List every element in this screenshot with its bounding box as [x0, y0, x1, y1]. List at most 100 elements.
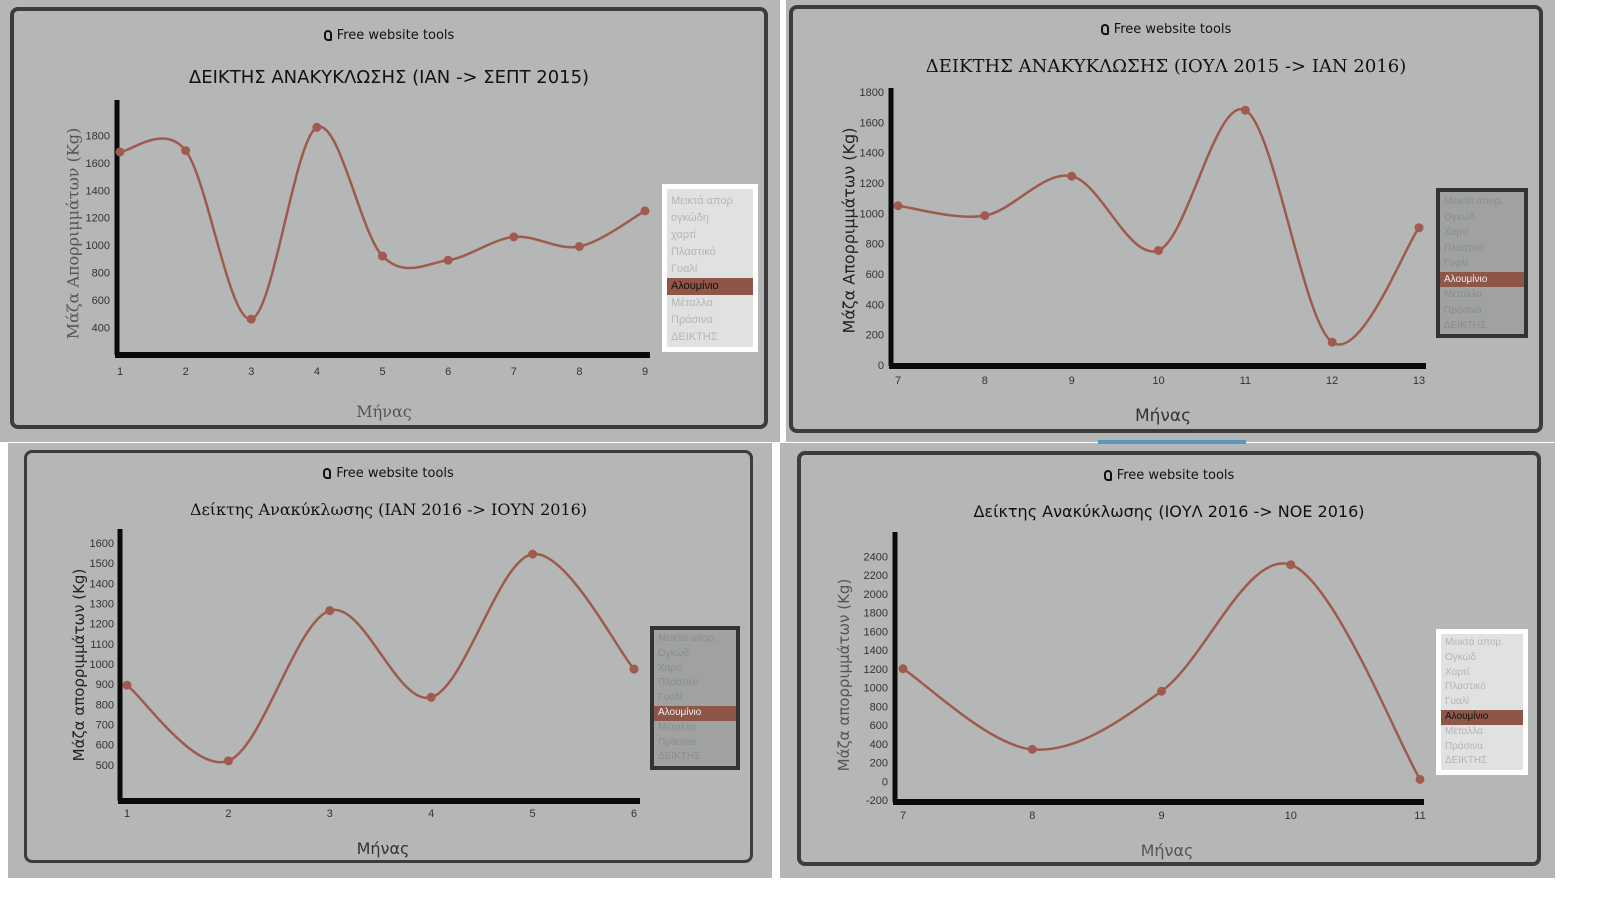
legend-item[interactable]: Αλουμίνιο — [667, 278, 753, 295]
legend-item[interactable]: Μεικτά απορ. — [658, 633, 717, 644]
legend-item[interactable]: Χαρτί — [1445, 666, 1470, 678]
legend-item[interactable]: Χαρτί — [1444, 227, 1469, 238]
x-tick-label: 3 — [248, 366, 254, 378]
y-tick-label: 200 — [866, 330, 884, 342]
data-point[interactable] — [443, 255, 453, 265]
x-tick-label: 10 — [1285, 810, 1297, 822]
data-point[interactable] — [898, 664, 908, 674]
data-point[interactable] — [246, 314, 256, 324]
legend-item[interactable]: Αλουμίνιο — [1441, 709, 1523, 725]
legend-item[interactable]: Μέταλλα — [1445, 725, 1484, 737]
legend-item[interactable]: Γυαλί — [1445, 696, 1469, 708]
y-tick-label: 1000 — [90, 659, 114, 671]
data-point[interactable] — [1414, 223, 1424, 233]
legend-item[interactable]: Μέταλλα — [658, 721, 697, 733]
brand-link[interactable]: Free website tools — [793, 22, 1539, 37]
data-point[interactable] — [1157, 686, 1166, 696]
scrollbar-thumb[interactable] — [1098, 440, 1246, 444]
data-point[interactable] — [181, 146, 191, 156]
x-tick-label: 7 — [895, 375, 901, 387]
chart-2-tile: Free website tools ΔΕΙΚΤΗΣ ΑΝΑΚΥΚΛΩΣΗΣ (… — [786, 0, 1555, 444]
legend-item[interactable]: Γυαλί — [1444, 258, 1468, 269]
legend-item[interactable]: χαρτί — [671, 229, 696, 241]
legend-item[interactable]: ΔΕΙΚΤΗΣ — [1444, 320, 1487, 331]
legend-item[interactable]: Μεικτά απορ. — [1444, 196, 1503, 207]
chart-2-panel: Free website tools ΔΕΙΚΤΗΣ ΑΝΑΚΥΚΛΩΣΗΣ (… — [789, 5, 1543, 433]
legend-item[interactable]: Μέταλλα — [671, 297, 713, 309]
legend-item[interactable]: Μέταλλα — [1444, 289, 1483, 300]
brand-link[interactable]: Free website tools — [14, 28, 764, 43]
data-point[interactable] — [1240, 105, 1250, 115]
data-point[interactable] — [980, 211, 990, 221]
data-point[interactable] — [640, 206, 650, 216]
y-tick-label: 1800 — [860, 87, 884, 99]
data-point[interactable] — [223, 756, 233, 766]
chart-1-svg: 400 600 800 1000 1200 1400 1600 1800 1 2 3 4 5 6 7 8 9 — [86, 100, 650, 378]
data-point[interactable] — [426, 692, 436, 702]
y-tick-label: 200 — [870, 758, 888, 770]
legend-item[interactable]: Αλουμίνιο — [654, 705, 736, 721]
series-line — [119, 125, 646, 321]
brand-icon — [323, 30, 332, 41]
legend-item[interactable]: ΔΕΙΚΤΗΣ — [1445, 755, 1488, 767]
x-tick-label: 12 — [1326, 375, 1338, 387]
legend-item[interactable]: ΔΕΙΚΤΗΣ — [658, 751, 701, 763]
x-tick-label: 7 — [900, 810, 906, 822]
x-tick-label: 9 — [1158, 810, 1164, 822]
legend-item[interactable]: Γυαλί — [658, 692, 682, 704]
data-point[interactable] — [1327, 337, 1337, 347]
legend-item[interactable]: Ογκώδ — [658, 647, 690, 659]
legend-item[interactable]: Μεικτά απορ — [671, 195, 733, 207]
legend-item[interactable]: Πράσινα — [658, 736, 696, 748]
data-point[interactable] — [325, 606, 335, 616]
data-point[interactable] — [1415, 774, 1425, 784]
series-line — [126, 552, 635, 764]
data-point[interactable] — [629, 664, 639, 674]
data-point[interactable] — [1067, 171, 1077, 181]
y-tick-label: 700 — [96, 720, 114, 732]
brand-icon — [1103, 470, 1112, 481]
x-tick-label: 8 — [982, 375, 988, 387]
legend-item[interactable]: Χαρτί — [658, 662, 683, 674]
chart-4-tile: Free website tools Δείκτης Ανακύκλωσης (… — [780, 440, 1555, 878]
legend-item[interactable]: Αλουμίνιο — [1440, 271, 1524, 287]
data-point[interactable] — [574, 241, 584, 251]
data-point[interactable] — [1154, 245, 1163, 255]
data-point[interactable] — [528, 549, 538, 559]
data-point[interactable] — [1286, 560, 1296, 570]
legend-item[interactable]: Ογκώδ — [1445, 651, 1477, 663]
y-tick-label: 0 — [878, 360, 884, 372]
data-point[interactable] — [893, 201, 903, 211]
legend-item[interactable]: Πράσινα — [1445, 740, 1483, 752]
y-tick-label: 1200 — [86, 213, 110, 225]
x-tick-label: 1 — [117, 366, 123, 378]
legend-item[interactable]: Πράσινα — [1444, 304, 1482, 316]
y-tick-label: 1000 — [864, 683, 888, 695]
data-point[interactable] — [509, 232, 519, 242]
brand-link[interactable]: Free website tools — [801, 468, 1537, 483]
legend-item[interactable]: Ογκώδ — [1444, 211, 1476, 223]
chart-2-x-axis-label: Μήνας — [1134, 406, 1192, 426]
x-tick-label: 1 — [124, 808, 130, 820]
legend-item[interactable]: Πράσινα — [671, 314, 713, 326]
chart-4-x-axis-label: Μήνας — [1140, 841, 1194, 860]
legend-item[interactable]: Γυαλί — [671, 263, 698, 275]
data-point[interactable] — [312, 122, 322, 132]
data-point[interactable] — [122, 680, 132, 690]
legend-item[interactable]: Πλαστικό — [1444, 242, 1485, 254]
legend-item[interactable]: ΔΕΙΚΤΗΣ — [671, 331, 718, 343]
data-point[interactable] — [378, 251, 387, 261]
legend-item[interactable]: Πλαστικό — [1445, 681, 1486, 693]
y-tick-label: 1600 — [86, 158, 110, 170]
legend-item[interactable]: Μεικτά απορ. — [1445, 637, 1504, 648]
brand-link[interactable]: Free website tools — [27, 466, 750, 481]
legend-item[interactable]: Πλαστικό — [658, 677, 699, 689]
data-point[interactable] — [115, 147, 125, 157]
chart-4-title: Δείκτης Ανακύκλωσης (ΙΟΥΛ 2016 -> ΝΟΕ 20… — [973, 502, 1365, 521]
data-point[interactable] — [1027, 744, 1037, 754]
chart-1-tile: Free website tools ΔΕΙΚΤΗΣ ΑΝΑΚΥΚΛΩΣΗΣ (… — [0, 0, 780, 442]
y-tick-label: 1600 — [860, 117, 884, 129]
legend-item[interactable]: ογκώδη — [671, 212, 709, 224]
y-tick-label: 1800 — [864, 608, 888, 620]
legend-item[interactable]: Πλαστικό — [671, 246, 716, 258]
